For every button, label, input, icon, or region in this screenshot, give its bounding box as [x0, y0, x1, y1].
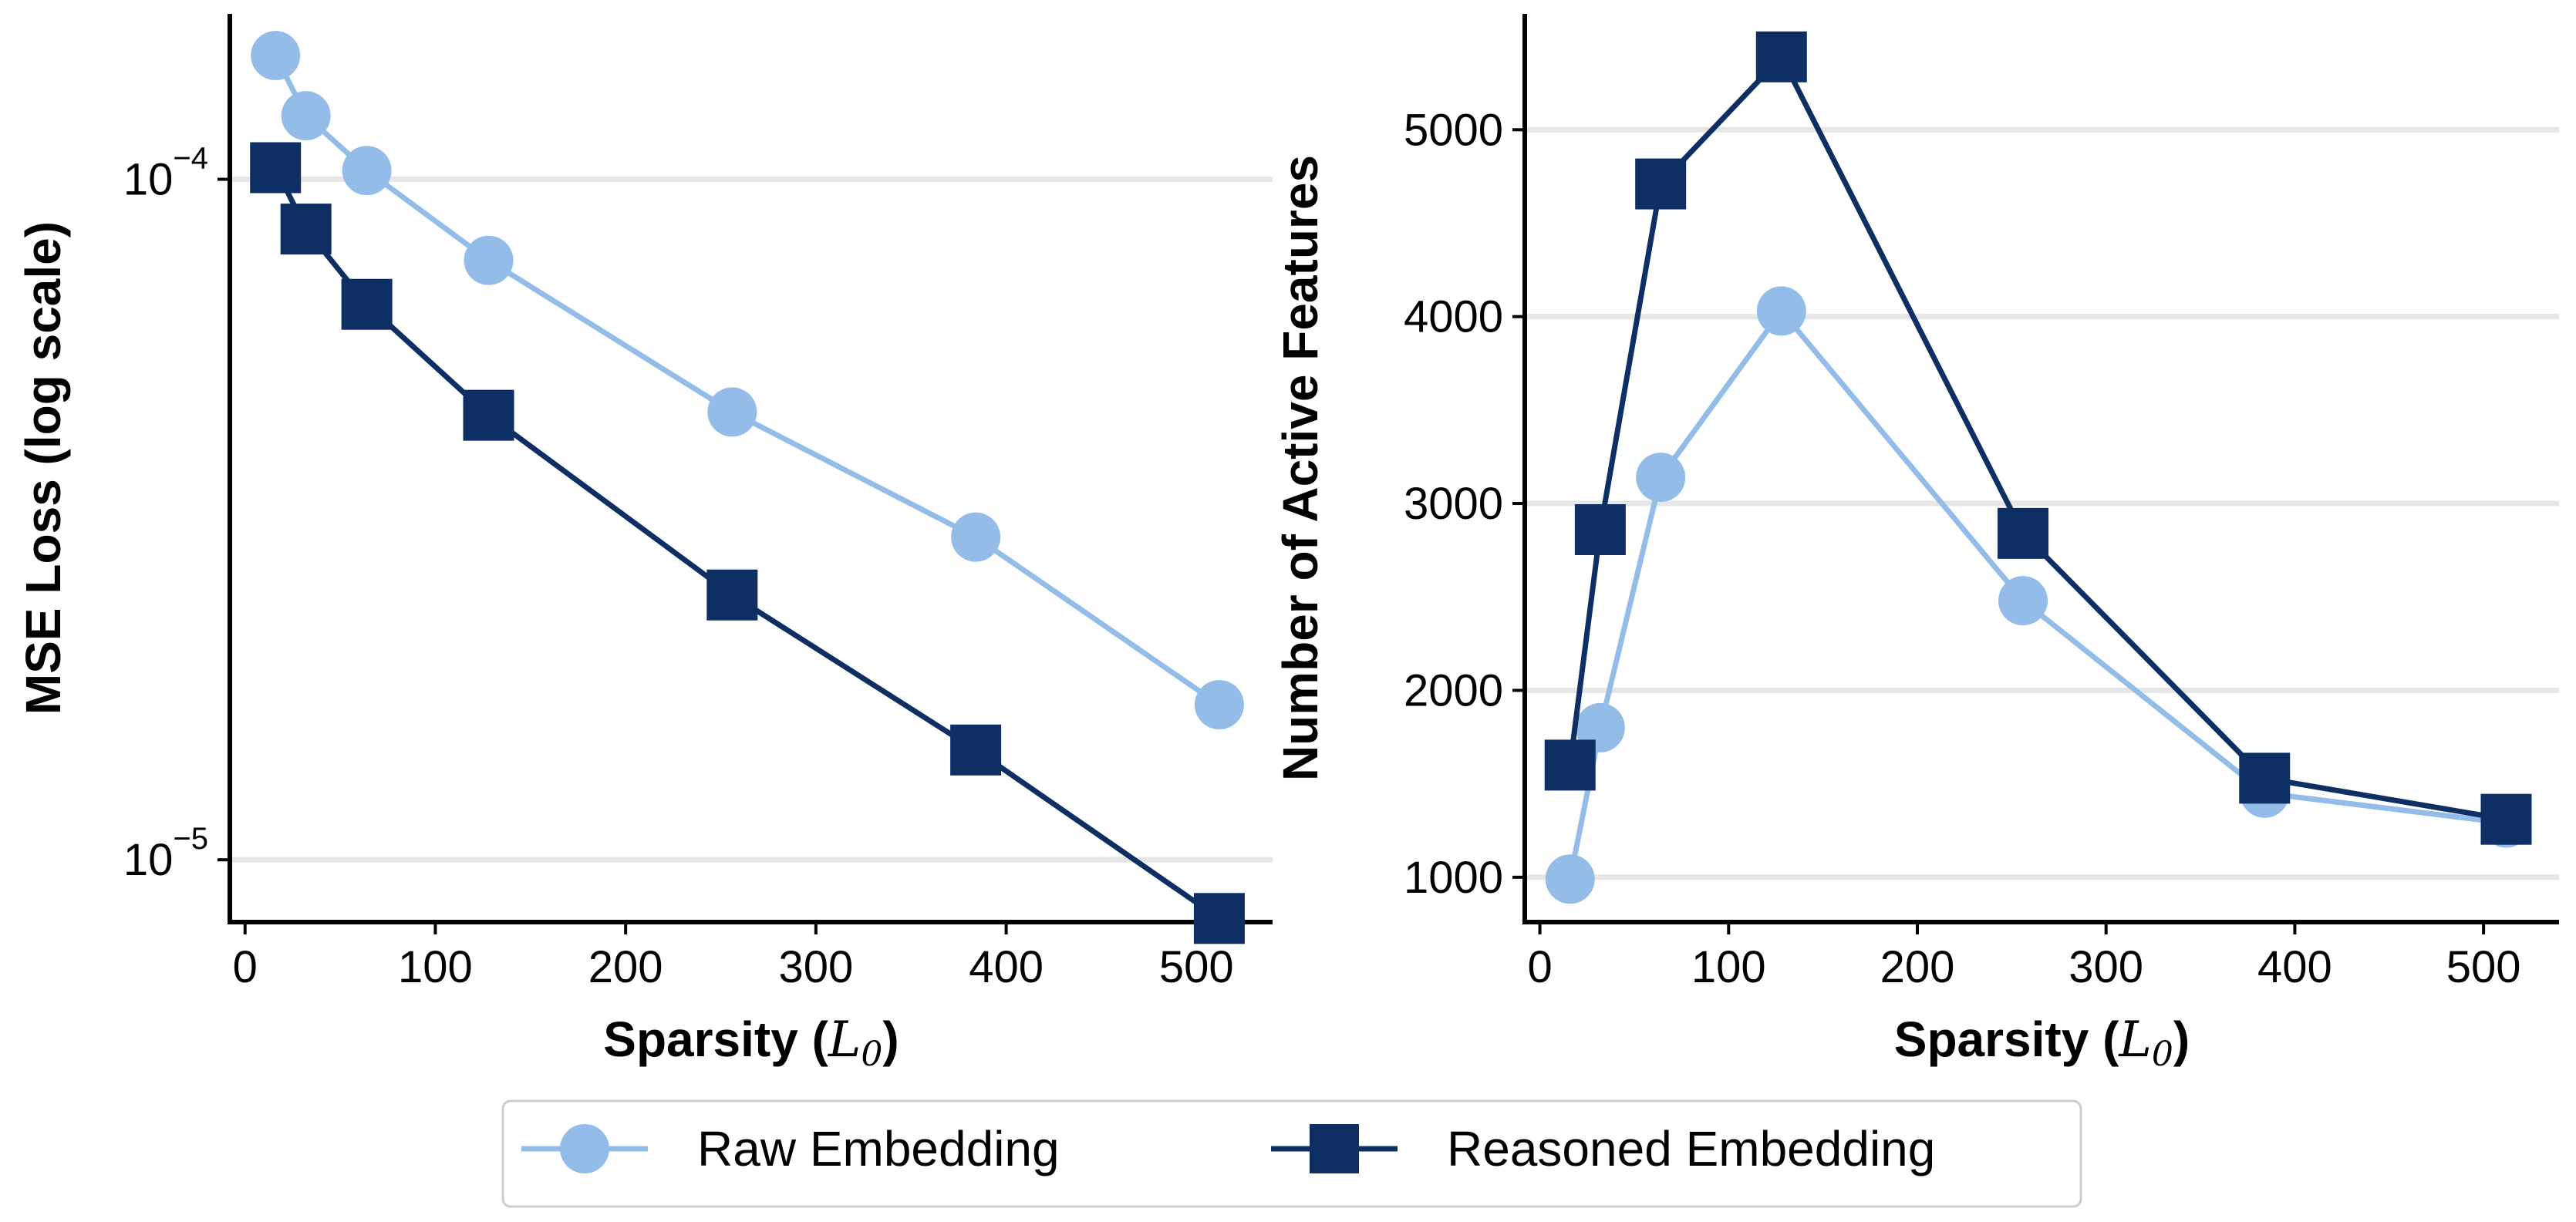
- data-point-reasoned-embedding: [1755, 31, 1807, 82]
- legend: Raw Embedding Reasoned Embedding: [501, 1099, 2082, 1208]
- data-point-reasoned-embedding: [706, 569, 758, 621]
- legend-marker-square: [1310, 1124, 1359, 1173]
- y-tick-label: 3000: [1404, 479, 1503, 529]
- x-axis-label: Sparsity (L0): [603, 1012, 899, 1074]
- legend-item-reasoned-embedding: Reasoned Embedding: [1271, 1121, 1935, 1177]
- data-point-reasoned-embedding: [1635, 158, 1687, 210]
- data-point-raw-embedding: [342, 146, 392, 196]
- data-point-reasoned-embedding: [2480, 793, 2532, 845]
- data-point-reasoned-embedding: [2239, 752, 2291, 804]
- data-point-raw-embedding: [951, 512, 1001, 562]
- y-tick-label: 10−5: [123, 822, 208, 885]
- data-point-reasoned-embedding: [1574, 503, 1626, 555]
- data-point-raw-embedding: [1998, 576, 2048, 626]
- legend-label-raw-embedding: Raw Embedding: [697, 1121, 1060, 1177]
- x-tick-label: 400: [2257, 942, 2332, 992]
- x-tick-label: 300: [2069, 942, 2143, 992]
- data-point-raw-embedding: [1756, 286, 1806, 336]
- y-tick-label: 1000: [1404, 853, 1503, 903]
- y-tick-label: 4000: [1404, 292, 1503, 342]
- x-tick-label: 100: [398, 942, 473, 992]
- y-tick-label: 10−4: [123, 142, 208, 205]
- x-tick-label: 200: [1880, 942, 1955, 992]
- x-tick-label: 300: [778, 942, 853, 992]
- x-tick-label: 500: [2446, 942, 2521, 992]
- data-point-raw-embedding: [464, 235, 514, 285]
- x-tick-label: 100: [1691, 942, 1766, 992]
- data-point-reasoned-embedding: [463, 389, 514, 441]
- data-point-raw-embedding: [281, 91, 331, 141]
- data-point-raw-embedding: [707, 387, 757, 437]
- x-axis-label: Sparsity (L0): [1894, 1012, 2190, 1074]
- legend-label-reasoned-embedding: Reasoned Embedding: [1447, 1121, 1935, 1177]
- y-tick-label: 2000: [1404, 665, 1503, 715]
- y-tick-label: 5000: [1404, 105, 1503, 155]
- data-point-reasoned-embedding: [1544, 739, 1596, 791]
- data-point-raw-embedding: [1194, 680, 1244, 730]
- mse-loss-chart: 0 100 200 300 400 500 10−5 10−4 Sparsity (L0) MSE…: [15, 14, 1273, 1074]
- legend-item-raw-embedding: Raw Embedding: [521, 1121, 1060, 1177]
- legend-marker-circle: [560, 1124, 609, 1173]
- legend-frame: [501, 1099, 2082, 1208]
- series-line-reasoned-embedding: [1567, 54, 2507, 823]
- x-tick-label: 500: [1159, 942, 1234, 992]
- active-features-chart: 0 100 200 300 400 500 1000 2000 3000 4000 5000 Spar…: [1273, 14, 2559, 1074]
- data-point-raw-embedding: [251, 31, 301, 81]
- data-point-raw-embedding: [1545, 854, 1595, 904]
- data-point-reasoned-embedding: [950, 724, 1002, 776]
- series-line-reasoned-embedding: [273, 166, 1221, 921]
- data-point-reasoned-embedding: [280, 204, 332, 255]
- x-tick-label: 200: [588, 942, 663, 992]
- data-point-reasoned-embedding: [1193, 893, 1245, 944]
- y-axis-label: Number of Active Features: [1273, 155, 1328, 781]
- x-tick-label: 0: [1527, 942, 1552, 992]
- data-point-raw-embedding: [1636, 453, 1686, 503]
- data-point-reasoned-embedding: [341, 278, 393, 330]
- data-point-reasoned-embedding: [1998, 507, 2049, 559]
- y-axis-label: MSE Loss (log scale): [15, 221, 71, 715]
- data-point-reasoned-embedding: [250, 142, 302, 194]
- x-tick-label: 400: [969, 942, 1044, 992]
- x-tick-label: 0: [233, 942, 258, 992]
